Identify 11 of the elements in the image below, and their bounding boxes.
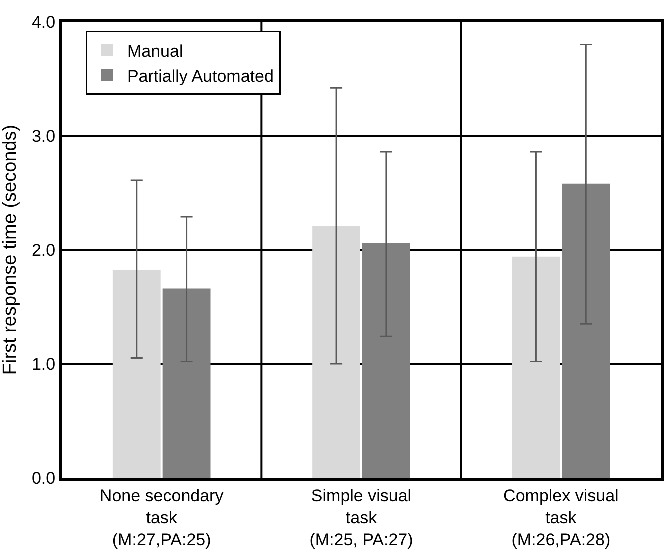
y-axis-title: First response time (seconds) (0, 124, 21, 376)
y-tick-label: 0.0 (32, 468, 56, 488)
legend-label: Manual (127, 42, 184, 61)
y-tick-label: 1.0 (32, 354, 56, 374)
x-tick-label: Complex visual task (M:26,PA:28) (504, 486, 619, 550)
y-tick-label: 2.0 (32, 240, 56, 260)
legend-label: Partially Automated (127, 66, 274, 86)
y-tick-label: 3.0 (32, 126, 56, 146)
x-tick-label: None secondary task (M:27,PA:25) (100, 486, 224, 550)
y-tick-label: 4.0 (32, 12, 56, 32)
x-tick-label: Simple visual task (M:25, PA:27) (310, 486, 414, 550)
